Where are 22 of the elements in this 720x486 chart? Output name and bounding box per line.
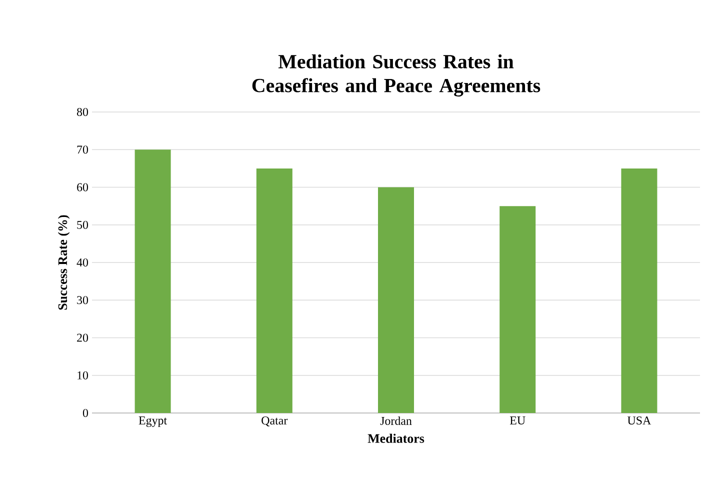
- y-tick-label: 0: [82, 408, 88, 418]
- y-tick-label: 10: [78, 371, 88, 380]
- y-tick-label: 50: [77, 220, 88, 229]
- bar: [256, 168, 292, 413]
- chart-title: Mediation Success Rates in Ceasefires and Peace Agreements: [252, 54, 540, 96]
- bar: [621, 168, 658, 413]
- y-axis-title: Success Rate (%): [58, 215, 70, 310]
- y-tick-label: 80: [76, 108, 88, 116]
- x-tick-label: USA: [627, 416, 652, 425]
- bar: [500, 206, 536, 413]
- y-tick-label: 20: [77, 334, 88, 342]
- x-tick-label: Egypt: [138, 416, 168, 427]
- x-tick-label: Jordan: [380, 416, 412, 425]
- bar: [378, 187, 414, 413]
- y-tick-label: 60: [77, 183, 88, 192]
- y-tick-label: 40: [76, 258, 88, 267]
- x-tick-label: EU: [510, 416, 526, 424]
- bar: [134, 150, 171, 413]
- y-tick-label: 30: [77, 296, 88, 304]
- y-tick-label: 70: [77, 146, 88, 154]
- x-tick-label: Qatar: [262, 416, 288, 426]
- x-axis-title: Mediators: [368, 434, 424, 443]
